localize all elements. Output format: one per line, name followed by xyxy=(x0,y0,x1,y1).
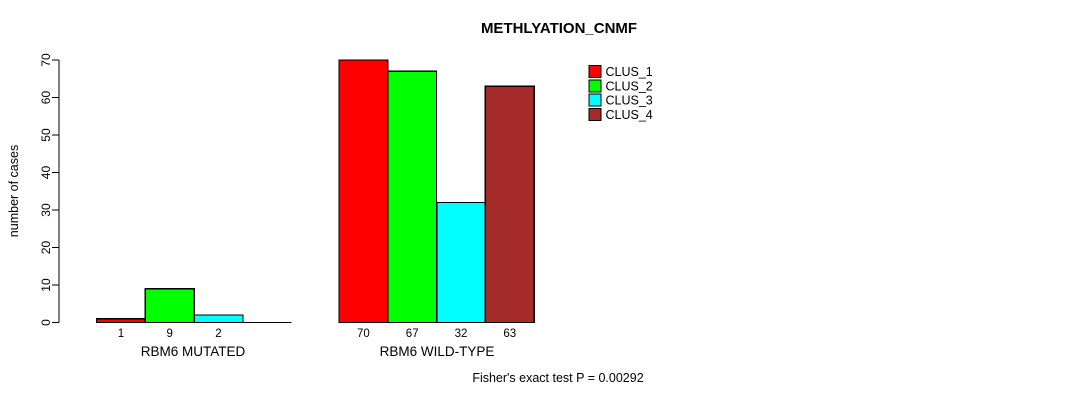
y-tick-label: 0 xyxy=(39,319,53,326)
bar-clus-2-rbm6-wild-type xyxy=(387,70,438,324)
bars-layer: 1 9 2 70 67 32 63 xyxy=(95,59,535,340)
legend-swatch-clus-3 xyxy=(588,93,602,107)
bar-clus-1-rbm6-mutated xyxy=(95,318,146,324)
bar-value-label-clus-1-rbm6-mutated: 1 xyxy=(118,328,124,340)
legend-label-clus-4: CLUS_4 xyxy=(606,108,653,122)
y-tick-label: 20 xyxy=(39,241,53,255)
y-axis-label: number of cases xyxy=(7,145,21,237)
legend-label-clus-3: CLUS_3 xyxy=(606,94,653,108)
bar-value-label-clus-2-rbm6-mutated: 9 xyxy=(166,328,172,340)
bar-clus-4-rbm6-wild-type xyxy=(484,85,535,324)
bar-value-label-clus-3-rbm6-wild-type: 32 xyxy=(455,328,468,340)
y-tick-label: 50 xyxy=(39,128,53,142)
bar-clus-2-rbm6-mutated xyxy=(144,288,195,324)
y-tick-label: 70 xyxy=(39,53,53,67)
bar-clus-1-rbm6-wild-type xyxy=(338,59,389,324)
chart-title: METHLYATION_CNMF xyxy=(481,20,637,37)
legend-swatch-clus-1 xyxy=(588,65,602,78)
group-label-rbm6-mutated: RBM6 MUTATED xyxy=(141,344,246,359)
bar-value-label-clus-1-rbm6-wild-type: 70 xyxy=(357,328,370,340)
y-tick-label: 30 xyxy=(39,203,53,217)
bar-value-label-clus-2-rbm6-wild-type: 67 xyxy=(406,328,419,340)
y-tick-label: 10 xyxy=(39,278,53,292)
y-tick-label: 60 xyxy=(39,91,53,105)
footnote: Fisher's exact test P = 0.00292 xyxy=(472,371,643,385)
legend-swatch-clus-4 xyxy=(588,107,602,121)
bar-value-label-clus-3-rbm6-mutated: 2 xyxy=(215,328,221,340)
legend-label-clus-2: CLUS_2 xyxy=(606,79,653,93)
group-label-rbm6-wild-type: RBM6 WILD-TYPE xyxy=(380,344,495,359)
bar-clus-3-rbm6-mutated xyxy=(193,314,244,324)
legend-label-clus-1: CLUS_1 xyxy=(606,65,653,79)
y-tick-label: 40 xyxy=(39,166,53,180)
legend-swatch-clus-2 xyxy=(588,79,602,93)
y-axis: 0 10 20 30 40 50 60 70 xyxy=(39,53,60,326)
bar-clus-3-rbm6-wild-type xyxy=(435,201,487,324)
bar-value-label-clus-4-rbm6-wild-type: 63 xyxy=(503,328,516,340)
